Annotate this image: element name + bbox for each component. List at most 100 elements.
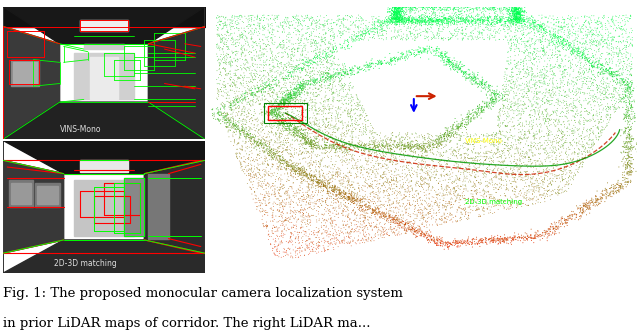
Point xyxy=(267,28,277,34)
Point xyxy=(540,107,550,112)
Point xyxy=(524,183,534,188)
Point xyxy=(519,15,529,20)
Point xyxy=(248,103,258,108)
Point xyxy=(301,170,312,176)
Point xyxy=(232,96,243,102)
Point xyxy=(291,86,301,91)
Point xyxy=(610,85,620,90)
Point xyxy=(509,15,519,21)
Point xyxy=(374,210,385,215)
Point xyxy=(369,210,379,215)
Point xyxy=(442,158,452,164)
Point xyxy=(303,79,314,85)
Point xyxy=(579,125,589,131)
Point xyxy=(222,111,232,116)
Point xyxy=(579,160,589,165)
Point xyxy=(294,41,305,46)
Point xyxy=(472,157,483,163)
Point xyxy=(225,71,236,77)
Point xyxy=(611,62,621,67)
Point xyxy=(307,146,317,151)
Point xyxy=(626,104,636,109)
Point xyxy=(315,46,325,52)
Point xyxy=(230,78,240,84)
Point xyxy=(473,18,483,23)
Point xyxy=(340,67,350,73)
Point xyxy=(313,134,323,139)
Point xyxy=(410,138,420,143)
Point xyxy=(280,191,290,196)
Point xyxy=(466,20,476,26)
Point xyxy=(279,76,289,81)
Point xyxy=(404,201,415,206)
Point xyxy=(348,123,358,129)
Point xyxy=(354,30,364,35)
Point xyxy=(336,87,346,93)
Point xyxy=(440,243,450,248)
Point xyxy=(365,191,375,196)
Point xyxy=(538,46,548,51)
Point xyxy=(343,174,353,179)
Point xyxy=(403,49,413,54)
Point xyxy=(547,143,557,148)
Point xyxy=(446,242,456,247)
Point xyxy=(216,19,227,24)
Point xyxy=(270,15,280,21)
Point xyxy=(280,101,290,106)
Point xyxy=(443,17,453,22)
Point xyxy=(344,127,354,132)
Point xyxy=(578,75,588,81)
Point xyxy=(353,107,363,113)
Point xyxy=(596,33,607,38)
Point xyxy=(289,215,299,221)
Point xyxy=(328,142,339,147)
Point xyxy=(521,58,531,63)
Point xyxy=(440,125,451,131)
Point xyxy=(513,134,524,140)
Point xyxy=(536,23,547,28)
Point xyxy=(432,31,442,36)
Point xyxy=(582,205,593,210)
Point xyxy=(545,232,555,238)
Point xyxy=(244,18,255,23)
Point xyxy=(560,39,570,44)
Point xyxy=(360,145,371,150)
Point xyxy=(294,186,304,192)
Point xyxy=(252,49,262,54)
Point xyxy=(509,16,519,21)
Point xyxy=(619,92,629,97)
Point xyxy=(352,34,362,39)
Point xyxy=(447,150,458,155)
Point xyxy=(250,117,260,122)
Point xyxy=(523,232,533,238)
Point xyxy=(543,116,553,121)
Point xyxy=(262,98,273,103)
Point xyxy=(623,150,633,156)
Point xyxy=(438,145,449,150)
Point xyxy=(307,163,317,168)
Point xyxy=(586,118,596,123)
Point xyxy=(419,159,429,164)
Point xyxy=(522,171,532,177)
Point xyxy=(442,186,452,191)
Point xyxy=(357,193,367,199)
Point xyxy=(300,252,310,258)
Point xyxy=(474,107,484,112)
Point xyxy=(268,56,278,62)
Point xyxy=(251,144,261,150)
Point xyxy=(415,174,426,180)
Point xyxy=(260,104,271,110)
Point xyxy=(478,19,488,25)
Point xyxy=(585,137,595,143)
Point xyxy=(232,142,242,148)
Point xyxy=(427,19,437,24)
Point xyxy=(369,36,380,41)
Point xyxy=(398,35,408,40)
Point xyxy=(560,90,570,95)
Point xyxy=(417,3,428,8)
Point xyxy=(407,18,417,23)
Point xyxy=(368,140,378,146)
Point xyxy=(388,175,399,180)
Point xyxy=(560,140,570,145)
Point xyxy=(579,203,589,209)
